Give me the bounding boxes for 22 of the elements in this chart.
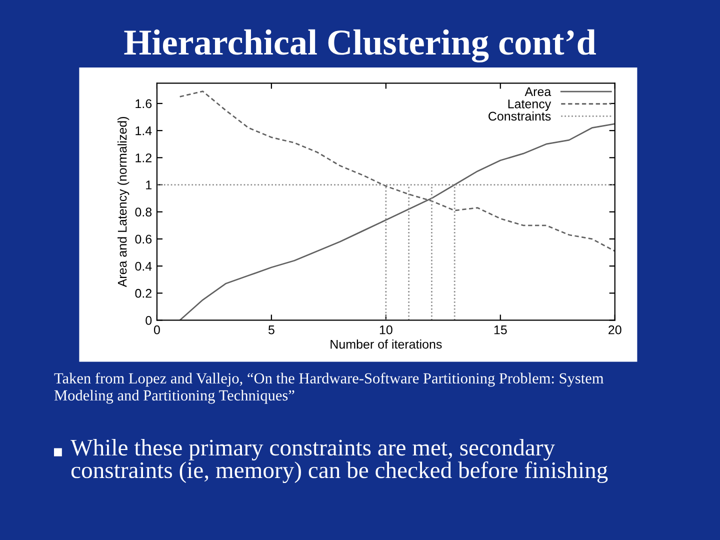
legend-label: Area bbox=[524, 87, 552, 96]
x-tick-label: 10 bbox=[380, 325, 392, 334]
x-tick-label: 5 bbox=[268, 326, 274, 334]
x-tick-label: 15 bbox=[494, 326, 507, 334]
legend-label: Latency bbox=[508, 100, 552, 111]
x-axis-title: Number of iterations bbox=[330, 340, 442, 349]
y-tick-label: 0.2 bbox=[135, 288, 152, 298]
y-tick-label: 0.6 bbox=[135, 234, 152, 244]
y-tick-label: 0.4 bbox=[135, 262, 152, 271]
text: Taken from Lopez and Vallejo, “On the Hardware-Software Partitioning Problem: System Modeling and Partitioning Techniques” bbox=[54, 372, 604, 404]
y-tick-label: 0 bbox=[146, 316, 152, 325]
y-tick-label: 1 bbox=[146, 180, 152, 190]
chart-title: Hierarchical Clustering cont’d bbox=[124, 29, 596, 62]
text: While these primary constraints are met, secondary constraints (ie, memory) can be checked before finishing bbox=[70, 439, 608, 484]
y-axis-title: Area and Latency (normalized) bbox=[118, 117, 130, 288]
y-tick-label: 0.8 bbox=[135, 208, 152, 216]
y-tick-label: 1.6 bbox=[136, 99, 152, 108]
y-tick-label: 1.4 bbox=[136, 126, 152, 136]
y-tick-label: 1.2 bbox=[136, 153, 152, 162]
legend-label: Constraints bbox=[488, 111, 551, 121]
x-tick-label: 20 bbox=[608, 325, 622, 334]
x-tick-label: 0 bbox=[154, 325, 160, 334]
